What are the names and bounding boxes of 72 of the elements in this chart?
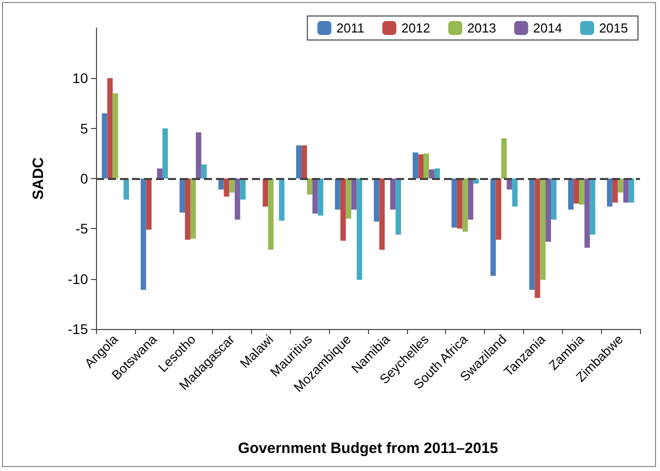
bar (124, 178, 130, 200)
bar (456, 178, 462, 229)
bar (618, 178, 624, 193)
y-tick-label: -5 (76, 220, 88, 237)
bar (268, 178, 274, 250)
bar (578, 178, 584, 205)
bar (374, 178, 380, 222)
bar (302, 145, 307, 178)
bar (146, 178, 152, 230)
bar (234, 178, 240, 220)
bar (590, 178, 596, 235)
bar (190, 178, 196, 239)
bar (340, 178, 346, 241)
legend-label: 2013 (467, 20, 496, 36)
bar (201, 164, 207, 178)
bar (196, 132, 202, 178)
y-tick-label: 5 (80, 120, 88, 136)
bar (540, 178, 546, 280)
bar (452, 178, 457, 228)
bar (429, 169, 434, 178)
bar (379, 178, 385, 250)
y-tick-label: 0 (80, 170, 88, 186)
bar (396, 178, 402, 235)
bar (102, 113, 108, 178)
bar (418, 154, 424, 178)
legend-label: 2015 (599, 20, 628, 36)
bar (546, 178, 552, 242)
bar (612, 178, 618, 203)
bar (529, 178, 535, 290)
bar (184, 178, 190, 240)
bar (551, 178, 556, 220)
bar (112, 93, 118, 178)
bar (356, 178, 362, 280)
bar (501, 138, 507, 178)
bar (512, 178, 518, 207)
bar (240, 178, 246, 200)
bar (462, 178, 468, 232)
bar (424, 153, 430, 178)
bar (162, 128, 168, 178)
y-axis-title: SADC (30, 157, 47, 200)
bar (279, 178, 284, 221)
bar (224, 178, 230, 197)
bar (180, 178, 185, 213)
y-tick-label: 10 (72, 70, 88, 86)
bar (318, 178, 324, 216)
bar (390, 178, 396, 210)
bar (574, 178, 579, 204)
legend-label: 2012 (401, 20, 430, 36)
bar (412, 152, 418, 178)
bar (157, 168, 162, 178)
y-tick-label: -15 (68, 321, 88, 337)
bar (534, 178, 540, 298)
bar (628, 178, 634, 203)
bar (306, 178, 312, 195)
bar (496, 178, 502, 240)
bar (490, 178, 496, 276)
bar (434, 168, 440, 178)
bar (606, 178, 612, 207)
bar (584, 178, 590, 248)
bar (140, 178, 146, 290)
bar (107, 78, 113, 178)
legend-label: 2011 (336, 20, 364, 36)
bar (312, 178, 318, 214)
bar (262, 178, 268, 207)
bar (468, 178, 474, 220)
bar (296, 145, 302, 178)
y-tick-label: -10 (68, 270, 88, 287)
bar (346, 178, 352, 219)
bar (568, 178, 574, 210)
bar (334, 178, 340, 210)
legend-label: 2014 (533, 20, 562, 36)
x-axis-title: Government Budget from 2011–2015 (238, 440, 498, 457)
